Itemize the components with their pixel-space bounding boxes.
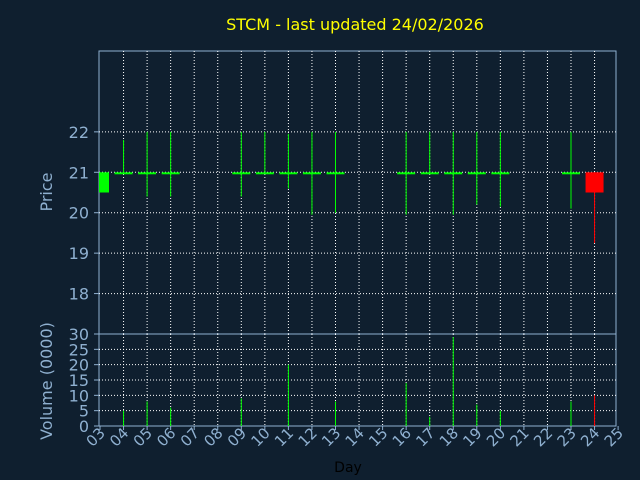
candle-body (138, 172, 157, 175)
x-tick-label: 21 (506, 424, 532, 450)
x-tick-label: 25 (601, 424, 627, 450)
candle-20 (491, 131, 510, 207)
candle-body (562, 172, 580, 175)
x-tick-label: 12 (295, 424, 321, 450)
price-tick-label: 21 (69, 163, 89, 182)
x-axis-ticks: 0304050607080910111213141516171819202122… (83, 424, 627, 450)
candle-16 (397, 131, 416, 215)
candle-19 (467, 131, 486, 205)
x-tick-label: 15 (365, 424, 391, 450)
x-tick-label: 09 (224, 424, 250, 450)
price-y-ticks: 18 19 20 21 22 (69, 123, 99, 304)
candle-body (326, 172, 345, 175)
volume-bars (123, 337, 596, 426)
x-tick-label: 19 (459, 424, 485, 450)
price-tick-label: 22 (69, 123, 89, 142)
candles (99, 131, 604, 244)
price-tick-label: 18 (69, 285, 89, 304)
x-tick-label: 04 (106, 424, 132, 450)
candle-23 (562, 131, 580, 209)
volume-y-axis-label: Volume (0000) (37, 322, 56, 440)
x-tick-label: 20 (483, 424, 509, 450)
volume-tick-label: 0 (79, 417, 89, 436)
volume-tick-label: 15 (69, 371, 89, 390)
x-tick-label: 23 (554, 424, 580, 450)
candle-body (585, 172, 604, 193)
candle-06 (161, 131, 180, 197)
candle-10 (255, 131, 274, 175)
volume-tick-label: 5 (79, 402, 89, 421)
candle-body (420, 172, 439, 175)
volume-grid (99, 334, 616, 426)
x-tick-label: 07 (177, 424, 203, 450)
x-tick-label: 22 (530, 424, 556, 450)
volume-tick-label: 10 (69, 386, 89, 405)
x-tick-label: 08 (200, 424, 226, 450)
price-tick-label: 20 (69, 204, 89, 223)
chart-title: STCM - last updated 24/02/2026 (226, 15, 484, 34)
candle-body (491, 172, 510, 175)
candle-17 (420, 131, 439, 175)
x-tick-label: 17 (412, 424, 438, 450)
x-tick-label: 06 (153, 424, 179, 450)
price-y-axis-label: Price (37, 172, 56, 211)
volume-tick-label: 30 (69, 325, 89, 344)
candle-09 (232, 131, 251, 197)
x-tick-label: 14 (342, 424, 368, 450)
price-grid (99, 51, 616, 334)
price-tick-label: 19 (69, 244, 89, 263)
candle-12 (302, 131, 321, 215)
candle-11 (279, 133, 298, 189)
candle-24 (585, 172, 604, 244)
candle-18 (444, 131, 463, 215)
candle-03 (99, 172, 109, 193)
candle-body (444, 172, 463, 175)
candle-13 (326, 131, 345, 213)
x-tick-label: 24 (577, 424, 603, 450)
volume-tick-label: 20 (69, 356, 89, 375)
x-tick-label: 18 (436, 424, 462, 450)
x-tick-label: 13 (318, 424, 344, 450)
candle-body (255, 172, 274, 175)
candle-body (232, 172, 251, 175)
x-tick-label: 05 (130, 424, 156, 450)
candle-05 (138, 131, 157, 197)
price-panel-frame (98, 50, 617, 335)
candle-04 (114, 139, 133, 175)
candle-body (279, 172, 298, 175)
candle-body (114, 172, 133, 175)
candle-body (467, 172, 486, 175)
candle-body (302, 172, 321, 175)
volume-tick-label: 25 (69, 340, 89, 359)
x-tick-label: 16 (389, 424, 415, 450)
candle-body (397, 172, 416, 175)
candle-body (99, 172, 109, 193)
candle-body (161, 172, 180, 175)
x-axis-label: Day (334, 460, 362, 476)
x-tick-label: 10 (247, 424, 273, 450)
x-tick-label: 11 (271, 424, 297, 450)
